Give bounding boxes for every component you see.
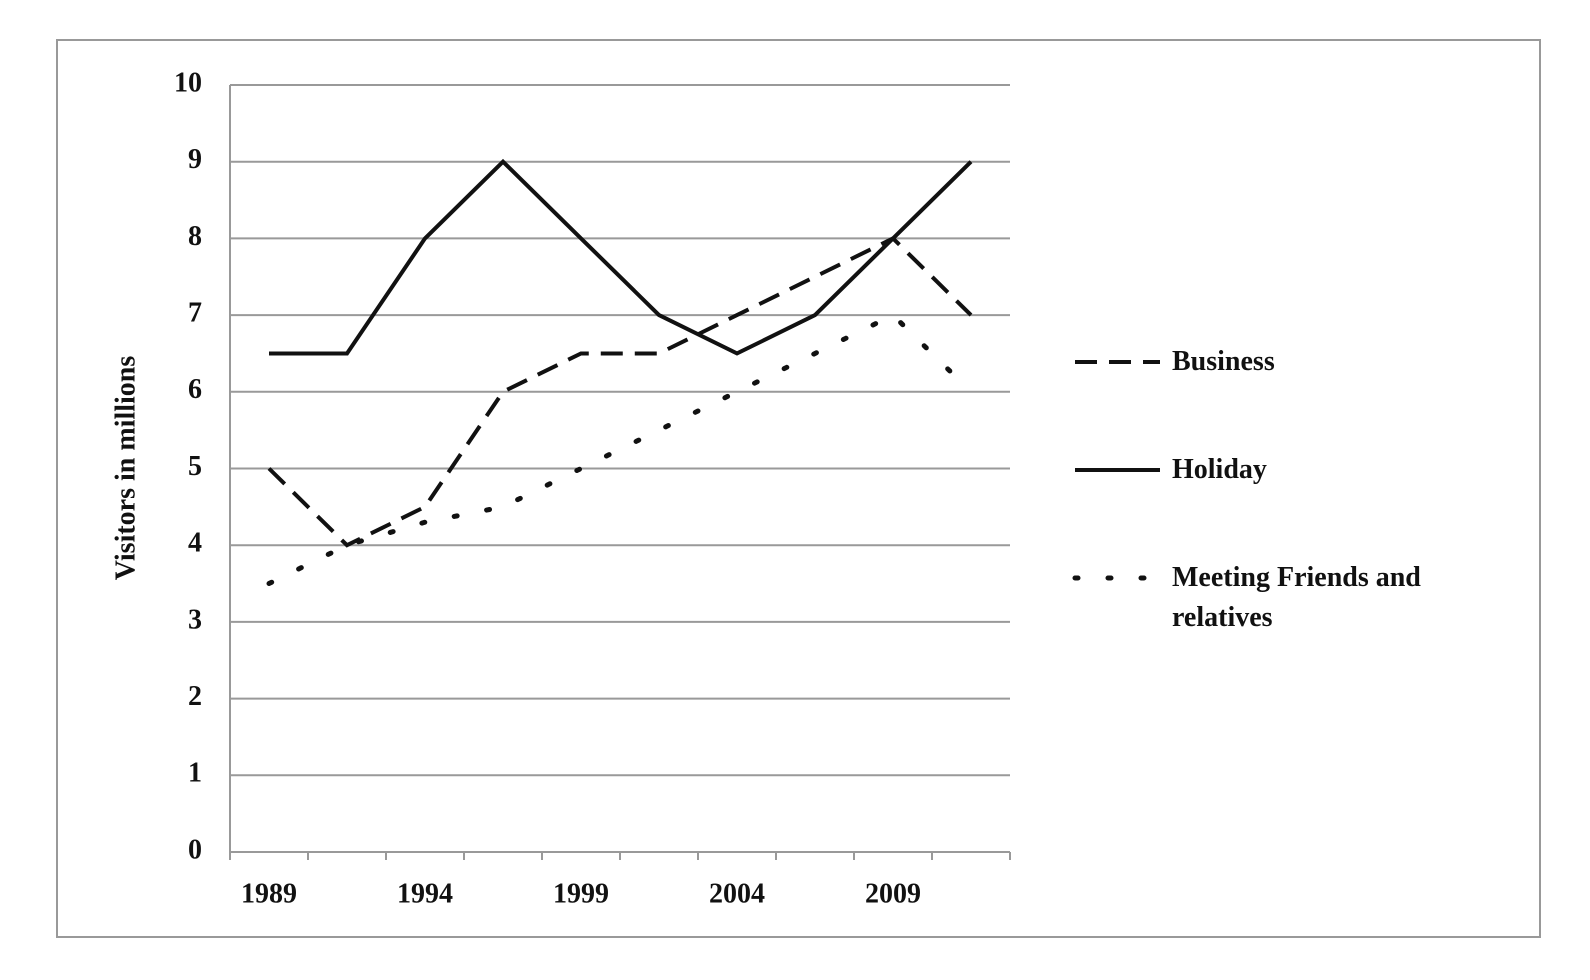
y-tick-label: 2 [188,681,202,712]
series-line [267,235,973,548]
x-tick-label: 1999 [553,878,609,909]
y-tick-label: 8 [188,221,202,252]
x-tick-label: 2004 [709,878,765,909]
y-tick-label: 5 [188,451,202,482]
y-tick-label: 9 [188,144,202,175]
x-tick-label: 1994 [397,878,453,909]
y-tick-label: 1 [188,758,202,789]
y-tick-label: 0 [188,834,202,865]
frame [56,39,1541,938]
y-tick-label: 10 [174,67,202,98]
y-tick-label: 7 [188,298,202,329]
y-axis-label: Visitors in millions [110,356,141,581]
y-tick-label: 4 [188,528,202,559]
series-line [269,158,973,356]
x-tick-label: 2009 [865,878,921,909]
y-tick-label: 6 [188,374,202,405]
legend-label: Holiday [1172,454,1267,485]
y-tick-label: 3 [188,604,202,635]
legend-label: Business [1172,346,1275,377]
legend-label: Meeting Friends and relatives [1172,562,1421,633]
x-tick-label: 1989 [241,878,297,909]
